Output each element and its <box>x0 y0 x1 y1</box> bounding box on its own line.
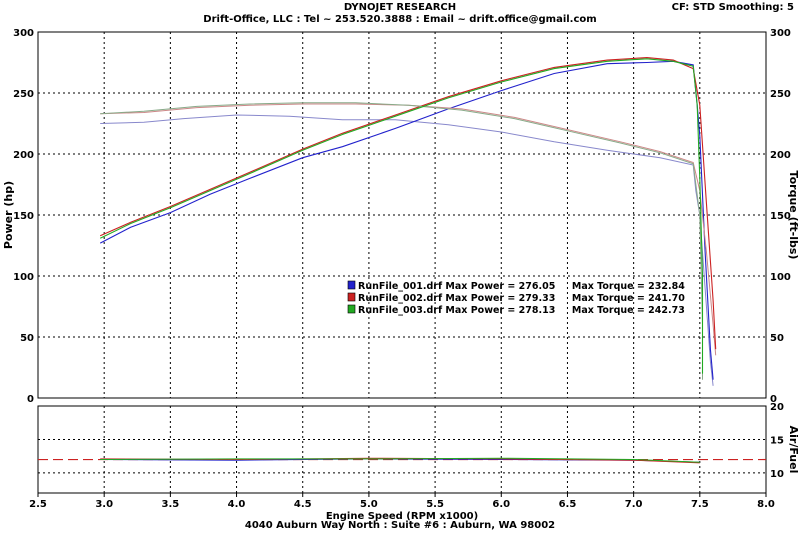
y-tick-label-right: 100 <box>770 272 791 283</box>
y-tick-label-left: 300 <box>13 28 34 39</box>
afr-axis-label: Air/Fuel <box>787 426 800 474</box>
y-tick-label-right: 200 <box>770 150 791 161</box>
legend-entry-2: RunFile_002.drf Max Power = 279.33 Max T… <box>358 293 685 304</box>
chart-subtitle: Drift-Office, LLC : Tel ~ 253.520.3888 :… <box>203 14 597 25</box>
afr-plot-frame <box>37 405 767 494</box>
x-tick-label: 5.0 <box>360 499 378 510</box>
y-tick-label-right: 250 <box>770 89 791 100</box>
afr-tick-label: 20 <box>770 402 784 413</box>
y-axis-label-right: Torque (ft-lbs) <box>787 171 800 260</box>
x-tick-label: 6.5 <box>559 499 577 510</box>
x-tick-label: 4.0 <box>228 499 246 510</box>
y-tick-label-right: 0 <box>770 394 777 405</box>
y-tick-label-left: 0 <box>27 394 34 405</box>
axis-labels: Engine Speed (RPM x1000) Power (hp) Torque… <box>2 171 800 522</box>
legend-entry-1: RunFile_001.drf Max Power = 276.05 Max T… <box>358 281 685 292</box>
power-line-1 <box>99 60 714 380</box>
power-line-3 <box>99 58 704 374</box>
legend-swatch-3 <box>347 304 356 314</box>
x-tick-label: 3.0 <box>95 499 113 510</box>
power-torque-panel: 0 0 50 50 100 100 150 150 200 200 250 250 300 300 <box>13 28 791 405</box>
x-axis-label: Engine Speed (RPM x1000) <box>326 511 478 522</box>
power-line-2 <box>99 57 717 350</box>
x-tick-label: 3.5 <box>162 499 180 510</box>
y-tick-label-left: 100 <box>13 272 34 283</box>
afr-line-3 <box>100 457 700 463</box>
y-tick-label-left: 250 <box>13 89 34 100</box>
afr-tick-label: 15 <box>770 435 784 446</box>
y-tick-label-left: 200 <box>13 150 34 161</box>
x-tick-label: 5.5 <box>426 499 444 510</box>
chart-title: DYNOJET RESEARCH <box>343 2 457 13</box>
x-tick-label: 8.0 <box>757 499 775 510</box>
legend: RunFile_001.drf Max Power = 276.05 Max T… <box>347 280 685 316</box>
correction-factor-info: CF: STD Smoothing: 5 <box>671 2 794 13</box>
air-fuel-panel: 10 15 20 <box>37 402 784 494</box>
y-tick-label-left: 150 <box>13 211 34 222</box>
afr-tick-label: 10 <box>770 469 784 480</box>
x-tick-label: 4.5 <box>294 499 312 510</box>
torque-line-2 <box>100 103 717 356</box>
main-plot-frame <box>37 31 767 399</box>
y-tick-label-right: 300 <box>770 28 791 39</box>
y-tick-label-right: 50 <box>770 333 784 344</box>
footer-address: 4040 Auburn Way North : Suite #6 : Aubur… <box>244 520 556 531</box>
legend-entry-3: RunFile_003.drf Max Power = 278.13 Max T… <box>358 305 685 316</box>
y-tick-label-right: 150 <box>770 211 791 222</box>
x-tick-label: 6.0 <box>492 499 510 510</box>
x-tick-label: 7.5 <box>691 499 709 510</box>
legend-swatch-1 <box>347 280 356 290</box>
legend-swatch-2 <box>347 292 356 302</box>
x-axis: 2.5 3.0 3.5 4.0 4.5 5.0 5.5 6.0 6.5 7.0 7.5 8.0 <box>29 493 775 510</box>
x-tick-label: 2.5 <box>29 499 47 510</box>
y-tick-label-left: 50 <box>20 333 34 344</box>
x-tick-label: 7.0 <box>625 499 643 510</box>
torque-line-3 <box>100 102 703 380</box>
y-axis-label-left: Power (hp) <box>2 181 15 249</box>
